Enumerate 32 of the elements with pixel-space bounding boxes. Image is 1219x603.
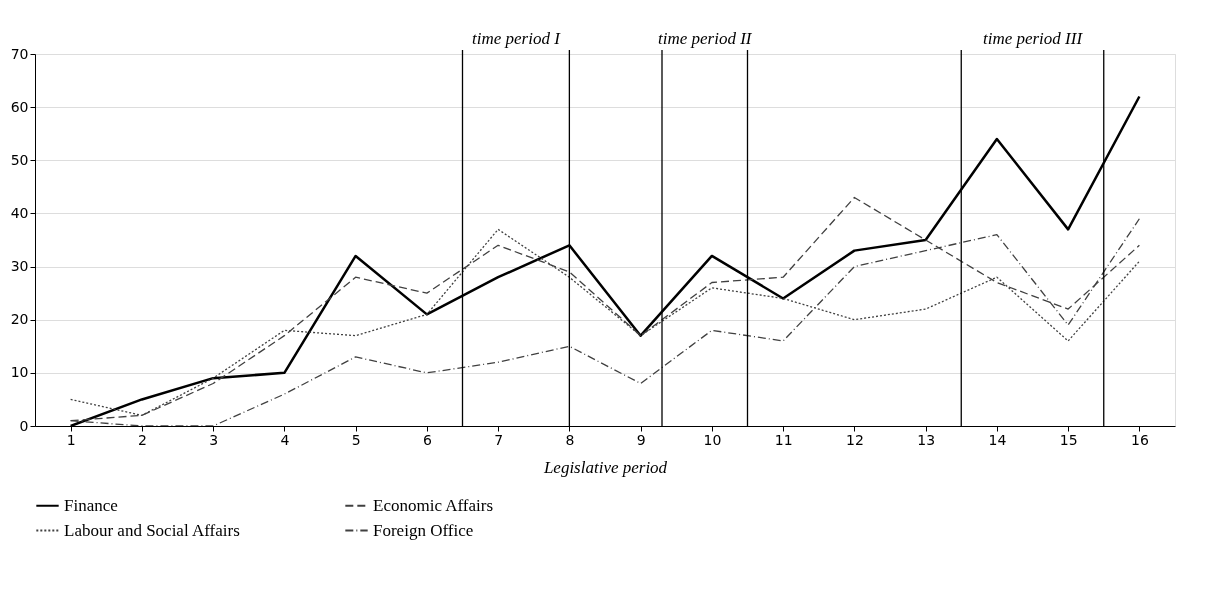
x-tick-label: 8 bbox=[565, 431, 575, 448]
y-tick-label: 0 bbox=[19, 417, 29, 434]
y-tick-label: 50 bbox=[10, 151, 29, 168]
legend-label: Labour and Social Affairs bbox=[64, 520, 240, 540]
x-tick-label: 11 bbox=[774, 431, 793, 448]
text: time period I bbox=[472, 29, 562, 48]
legend-label: Foreign Office bbox=[373, 520, 474, 540]
y-tick-label: 10 bbox=[10, 364, 29, 381]
text: time period III bbox=[982, 29, 1084, 48]
x-axis-title: Legislative period bbox=[542, 457, 668, 477]
y-tick-label: 40 bbox=[10, 204, 29, 221]
y-tick-label: 70 bbox=[10, 45, 29, 62]
x-tick-label: 3 bbox=[209, 431, 219, 448]
legend-label: Economic Affairs bbox=[373, 495, 494, 515]
x-tick-label: 14 bbox=[988, 431, 1007, 448]
x-tick-label: 2 bbox=[137, 431, 147, 448]
x-tick-label: 15 bbox=[1059, 431, 1078, 448]
x-tick-label: 10 bbox=[703, 431, 722, 448]
y-tick-label: 30 bbox=[10, 258, 29, 275]
x-tick-label: 13 bbox=[917, 431, 936, 448]
legend-label: Finance bbox=[64, 495, 118, 515]
x-tick-label: 9 bbox=[636, 431, 646, 448]
x-tick-label: 12 bbox=[845, 431, 864, 448]
y-tick-label: 20 bbox=[10, 311, 29, 328]
x-tick-label: 16 bbox=[1130, 431, 1149, 448]
x-tick-label: 5 bbox=[351, 431, 361, 448]
x-tick-label: 1 bbox=[66, 431, 76, 448]
x-tick-label: 7 bbox=[494, 431, 504, 448]
x-tick-label: 6 bbox=[422, 431, 432, 448]
text: time period II bbox=[658, 29, 753, 48]
y-tick-label: 60 bbox=[10, 98, 29, 115]
x-tick-label: 4 bbox=[280, 431, 290, 448]
